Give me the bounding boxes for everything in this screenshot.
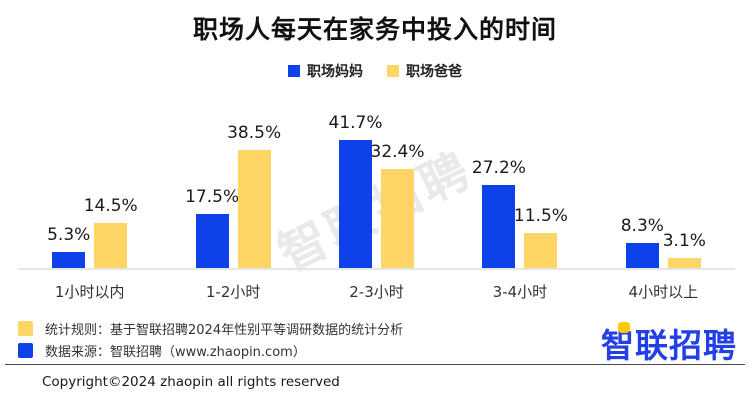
bar-职场妈妈 xyxy=(339,140,373,268)
bar-职场爸爸 xyxy=(381,169,415,268)
bar-value-label: 3.1% xyxy=(662,231,706,251)
bar-unit: 17.5% xyxy=(185,108,239,268)
bar-value-label: 27.2% xyxy=(471,158,526,178)
legend-swatch-blue xyxy=(288,65,300,77)
bar-value-label: 8.3% xyxy=(620,216,664,236)
bar-value-label: 11.5% xyxy=(513,206,568,226)
category-label: 4小时以上 xyxy=(628,283,699,301)
bar-职场妈妈 xyxy=(482,185,516,268)
bar-职场爸爸 xyxy=(667,258,701,268)
bar-unit: 27.2% xyxy=(472,108,526,268)
footnote-text: 统计规则：基于智联招聘2024年性别平等调研数据的统计分析 xyxy=(45,322,404,338)
legend-label: 职场妈妈 xyxy=(307,64,363,80)
bar-unit: 11.5% xyxy=(514,108,568,268)
copyright-text: Copyright©2024 zhaopin all rights reserv… xyxy=(42,374,340,390)
bar-unit: 5.3% xyxy=(47,108,90,268)
bar-unit: 38.5% xyxy=(227,108,281,268)
bar-职场爸爸 xyxy=(237,150,271,268)
footer-divider xyxy=(5,364,745,365)
zhaopin-logo-text: 智联招聘 xyxy=(601,319,737,367)
legend: 职场妈妈 职场爸爸 xyxy=(0,61,750,81)
category-label: 2-3小时 xyxy=(349,283,404,301)
bar-unit: 8.3% xyxy=(621,108,664,268)
bar-unit: 32.4% xyxy=(371,108,425,268)
bar-group: 41.7% 32.4% xyxy=(305,108,448,268)
bar-group: 5.3% 14.5% xyxy=(18,108,161,268)
bar-value-label: 5.3% xyxy=(47,225,91,245)
legend-item-working-moms: 职场妈妈 xyxy=(288,61,363,81)
legend-item-working-dads: 职场爸爸 xyxy=(387,61,462,81)
bar-chart: 5.3% 14.5% 17.5% 38.5% 41.7% 32.4% 27.2% 11.5% 8… xyxy=(18,108,735,302)
footnote-text: 数据来源：智联招聘（www.zhaopin.com） xyxy=(45,344,306,360)
bars-area: 5.3% 14.5% 17.5% 38.5% 41.7% 32.4% 27.2% 11.5% 8… xyxy=(18,108,735,270)
footnote-swatch-yellow xyxy=(18,320,33,336)
zhaopin-logo: 智联招聘 xyxy=(601,319,737,367)
x-axis-labels: 1小时以内 1-2小时 2-3小时 3-4小时 4小时以上 xyxy=(18,270,735,302)
bar-group: 27.2% 11.5% xyxy=(448,108,591,268)
footnote-data-source: 数据来源：智联招聘（www.zhaopin.com） xyxy=(18,339,403,361)
chart-title: 职场人每天在家务中投入的时间 xyxy=(192,15,557,44)
bar-职场妈妈 xyxy=(195,214,229,268)
bar-group: 17.5% 38.5% xyxy=(161,108,304,268)
bar-unit: 41.7% xyxy=(329,108,383,268)
bar-unit: 14.5% xyxy=(84,108,138,268)
legend-label: 职场爸爸 xyxy=(406,64,462,80)
bar-group: 8.3% 3.1% xyxy=(592,108,735,268)
footnote-stat-rule: 统计规则：基于智联招聘2024年性别平等调研数据的统计分析 xyxy=(18,317,403,339)
footnotes: 统计规则：基于智联招聘2024年性别平等调研数据的统计分析 数据来源：智联招聘（… xyxy=(18,317,403,361)
bar-职场妈妈 xyxy=(52,252,86,268)
category-label: 3-4小时 xyxy=(492,283,548,301)
bar-职场爸爸 xyxy=(94,223,128,268)
bar-职场妈妈 xyxy=(625,243,659,268)
zhaopin-logo-yellow-accent xyxy=(618,322,630,333)
bar-value-label: 14.5% xyxy=(83,196,138,216)
category-label: 1-2小时 xyxy=(205,283,261,301)
bar-value-label: 38.5% xyxy=(227,123,282,143)
bar-value-label: 17.5% xyxy=(185,187,240,207)
bar-unit: 3.1% xyxy=(663,108,706,268)
footnote-swatch-blue xyxy=(18,342,33,358)
bar-职场爸爸 xyxy=(524,233,558,268)
category-label: 1小时以内 xyxy=(54,283,125,301)
bar-value-label: 32.4% xyxy=(370,142,425,162)
legend-swatch-yellow xyxy=(387,65,399,77)
bar-value-label: 41.7% xyxy=(328,113,383,133)
